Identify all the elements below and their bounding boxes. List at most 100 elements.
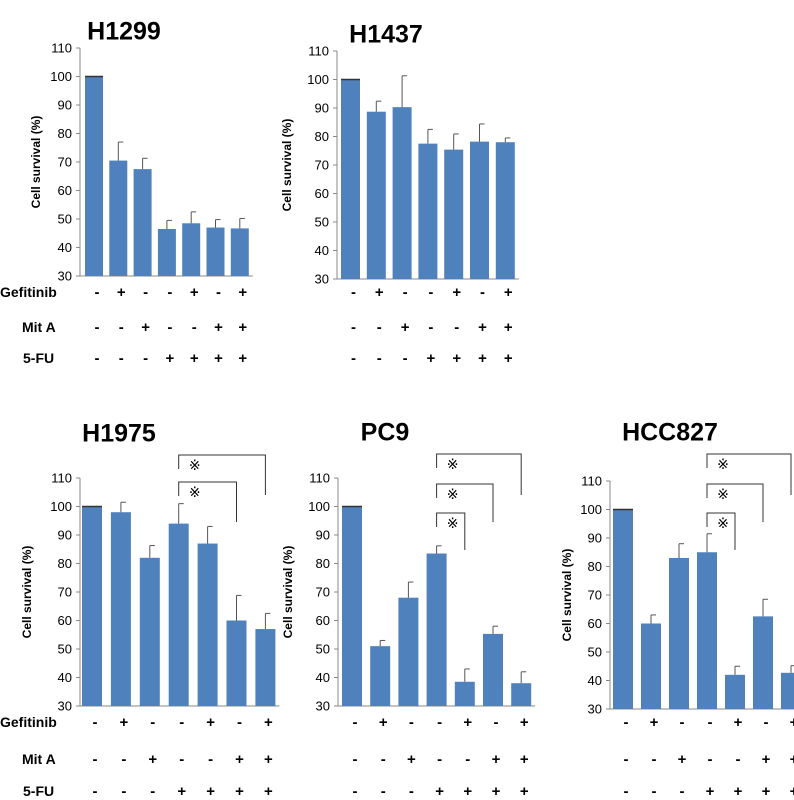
y-tick-label: 70 [315,158,329,173]
y-tick-label: 40 [315,243,329,258]
y-tick-label: 90 [58,98,72,113]
chart-title: H1299 [87,18,161,46]
bar [342,506,362,706]
chart-title: H1437 [349,21,423,49]
treatment-sign: + [463,714,472,731]
treatment-sign: + [478,319,487,336]
y-tick-label: 70 [588,588,602,603]
significance-symbol: ※ [717,487,729,503]
significance-symbol: ※ [189,458,201,474]
treatment-sign: - [150,714,155,731]
bar [109,160,128,276]
y-tick-label: 50 [316,642,330,657]
treatment-sign: - [403,350,408,367]
treatment-sign: + [206,783,215,800]
treatment-sign: - [377,319,382,336]
y-tick-label: 110 [51,471,72,486]
y-tick-label: 90 [588,531,602,546]
treatment-sign: - [353,751,358,768]
bar [418,143,438,279]
y-tick-label: 60 [58,183,72,198]
significance-bracket [706,483,764,522]
y-tick-label: 100 [50,499,72,514]
bar [511,683,532,706]
y-tick-label: 30 [588,702,602,717]
bar [82,506,102,706]
significance-bracket [178,454,266,495]
bar [444,149,464,279]
y-tick-label: 50 [58,212,72,227]
treatment-sign: - [351,319,356,336]
significance-bracket [436,453,522,495]
treatment-row-label: Gefitinib [0,284,57,300]
treatment-sign: - [143,350,148,367]
treatment-sign: - [353,714,358,731]
y-tick-label: 30 [58,699,72,714]
significance-symbol: ※ [717,516,729,532]
treatment-sign: - [708,751,713,768]
bar [139,557,160,706]
y-tick-label: 100 [50,69,72,84]
y-tick-label: 80 [58,556,72,571]
y-tick-label: 80 [315,129,329,144]
treatment-row-label: 5-FU [23,350,54,366]
y-axis-label: Cell survival (%) [281,546,295,639]
treatment-sign: - [437,751,442,768]
y-tick-label: 90 [58,528,72,543]
bar [697,552,717,709]
bar [157,228,176,276]
bar [483,633,503,706]
bar [197,543,218,706]
y-tick-label: 70 [58,155,72,170]
treatment-sign: + [120,714,129,731]
y-tick-label: 40 [316,670,330,685]
treatment-sign: - [95,319,100,336]
y-axis-label: Cell survival (%) [280,119,294,212]
y-axis-label: Cell survival (%) [20,546,34,639]
treatment-sign: + [375,284,384,301]
y-tick-label: 110 [581,474,602,489]
treatment-sign: - [764,714,769,731]
treatment-sign: + [762,751,771,768]
y-tick-label: 110 [51,41,72,56]
treatment-sign: - [437,714,442,731]
bar [753,616,773,709]
bar [370,646,391,706]
treatment-sign: - [351,284,356,301]
treatment-sign: + [504,350,513,367]
treatment-sign: - [403,284,408,301]
significance-symbol: ※ [717,457,729,473]
y-tick-label: 30 [58,269,72,284]
treatment-sign: - [652,751,657,768]
y-tick-label: 40 [588,673,602,688]
treatment-sign: + [504,284,513,301]
y-tick-label: 50 [588,645,602,660]
bar [669,557,689,709]
y-tick-label: 50 [58,642,72,657]
y-tick-label: 60 [315,186,329,201]
treatment-sign: + [452,350,461,367]
bar [366,111,386,279]
y-tick-label: 110 [309,471,330,486]
treatment-sign: + [214,319,223,336]
treatment-sign: + [790,714,794,731]
treatment-sign: + [264,714,273,731]
treatment-sign: - [624,714,629,731]
treatment-sign: - [93,751,98,768]
treatment-sign: + [762,783,771,800]
treatment-sign: - [119,319,124,336]
treatment-sign: - [167,319,172,336]
y-tick-label: 80 [58,126,72,141]
treatment-sign: + [520,714,529,731]
treatment-sign: - [680,783,685,800]
y-tick-label: 100 [307,72,329,87]
bar [182,223,201,276]
treatment-sign: - [736,751,741,768]
bar [781,672,794,709]
treatment-sign: - [428,284,433,301]
treatment-sign: + [650,714,659,731]
treatment-sign: + [264,751,273,768]
treatment-sign: - [680,714,685,731]
treatment-sign: + [190,350,199,367]
treatment-sign: - [95,284,100,301]
